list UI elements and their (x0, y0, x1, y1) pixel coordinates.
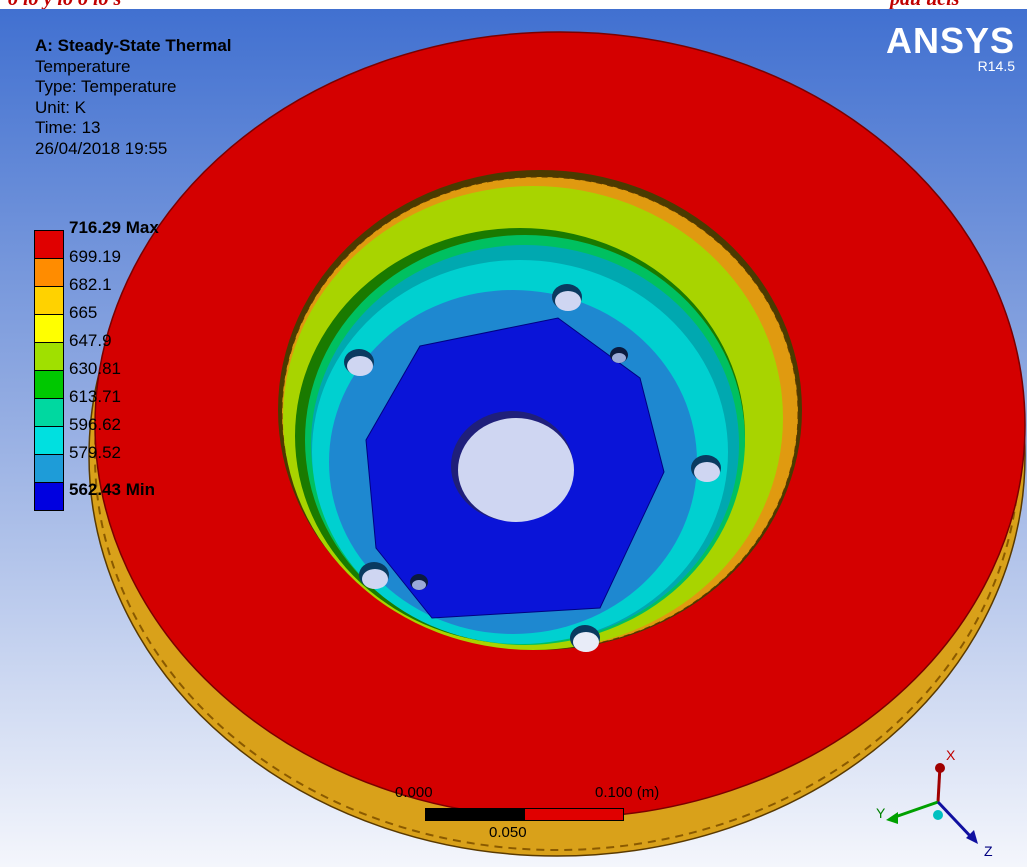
scale-bar-start: 0.000 (395, 784, 433, 801)
scale-bar-end: 0.100 (m) (595, 784, 660, 801)
legend-swatch (34, 230, 64, 259)
triad-x-label: X (946, 747, 956, 763)
legend-label: 579.52 (69, 443, 121, 462)
triad-y-axis (891, 800, 939, 820)
scale-bar-black-segment (425, 808, 525, 821)
legend-label: 699.19 (69, 247, 121, 266)
result-timestamp: 26/04/2018 19:55 (35, 138, 168, 158)
legend-swatch (34, 286, 64, 315)
legend-label: 647.9 (69, 331, 112, 350)
legend-swatch (34, 482, 64, 511)
triad-origin (933, 810, 943, 820)
result-unit: Unit: K (35, 97, 87, 117)
legend-swatch (34, 342, 64, 371)
legend-swatch (34, 398, 64, 427)
legend-label: 596.62 (69, 415, 121, 434)
scale-bar-red-segment (524, 808, 624, 821)
legend-swatch (34, 370, 64, 399)
ansys-logo: ANSYS (885, 20, 1015, 61)
triad-y-arrow (886, 812, 898, 824)
result-name: Temperature (35, 56, 131, 76)
result-time: Time: 13 (35, 118, 101, 137)
triad-z-arrow (966, 830, 978, 844)
legend-label: 682.1 (69, 275, 112, 294)
legend-label: 613.71 (69, 387, 121, 406)
top-caption-strip: o lo y lo o lo s pau ucis (0, 0, 1027, 9)
top-caption-right: pau ucis (890, 0, 959, 9)
legend-swatch (34, 314, 64, 343)
legend-label-max: 716.29 Max (69, 218, 159, 237)
scale-bar-mid: 0.050 (489, 824, 527, 841)
ansys-version: R14.5 (977, 58, 1015, 74)
triad-z-axis (936, 800, 974, 840)
legend-swatch (34, 258, 64, 287)
triad-y-label: Y (876, 805, 886, 821)
legend-label: 630.81 (69, 359, 121, 378)
legend-swatch (34, 454, 64, 483)
result-info-block: A: Steady-State Thermal Temperature Type… (35, 36, 232, 159)
top-caption-left: o lo y lo o lo s (8, 0, 121, 9)
center-bore (458, 418, 574, 522)
legend-label: 665 (69, 303, 98, 322)
bolt-holes (344, 284, 721, 652)
result-type: Type: Temperature (35, 77, 177, 96)
triad-z-label: Z (984, 843, 993, 859)
analysis-title: A: Steady-State Thermal (35, 36, 232, 55)
legend-label-min: 562.43 Min (69, 480, 155, 499)
legend-swatch (34, 426, 64, 455)
triad-x-tip (935, 763, 945, 773)
coordinate-triad[interactable]: X Y Z (870, 740, 1010, 860)
